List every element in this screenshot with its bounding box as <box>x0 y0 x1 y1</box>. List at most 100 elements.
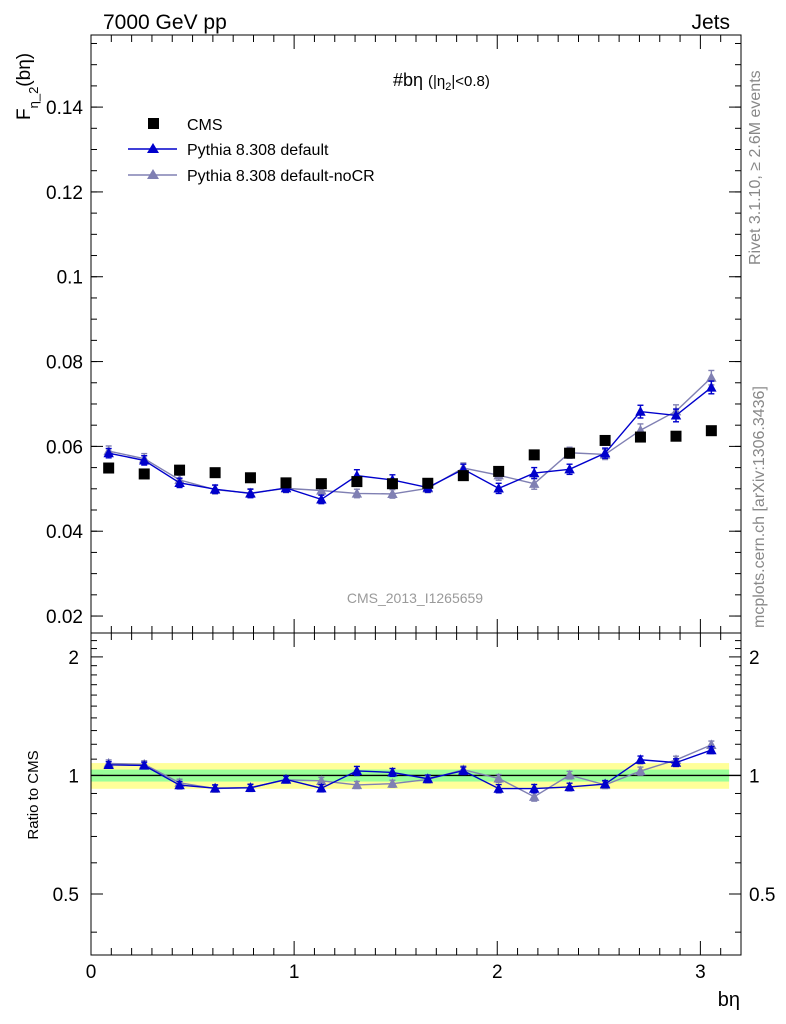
legend-marker-default <box>147 143 159 153</box>
plot-title-cut-open: (|η <box>428 73 445 90</box>
ratio-point-triangle <box>635 765 646 776</box>
ratio-series <box>103 739 717 802</box>
ratio-point-triangle <box>351 765 363 776</box>
ratio-point-triangle <box>635 754 646 764</box>
data-point-cms <box>386 478 398 490</box>
ratio-point-triangle <box>387 766 398 777</box>
ratio-point-triangle <box>245 782 256 792</box>
main-plot: 0.02 0.04 0.06 0.08 0.1 0.12 0.14 #bη (|η2|<0.… <box>14 34 742 634</box>
analysis-watermark: CMS_2013_I1265659 <box>347 590 483 606</box>
legend-label-nocr: Pythia 8.308 default-noCR <box>187 168 375 185</box>
data-point-cms <box>493 465 505 477</box>
data-point-cms <box>457 470 469 482</box>
data-point-triangle <box>706 381 717 392</box>
data-point-triangle <box>564 463 575 474</box>
data-point-cms <box>103 462 115 474</box>
ratio-x-tick-label: 1 <box>289 962 300 983</box>
ratio-x-tick-label: 2 <box>492 962 503 983</box>
legend-marker-cms <box>148 118 159 129</box>
data-point-cms <box>528 449 540 461</box>
data-point-cms <box>670 430 682 442</box>
data-point-cms <box>280 477 292 489</box>
y-axis-label-text: Fη_2(bη) <box>14 53 41 120</box>
legend-marker-nocr <box>147 169 159 179</box>
ratio-series-line-0 <box>108 749 712 790</box>
mcplots-label: mcplots.cern.ch [arXiv:1306.3436] <box>751 386 768 628</box>
ratio-point-triangle <box>493 772 504 783</box>
data-point-cms <box>705 425 717 437</box>
ratio-point-triangle <box>528 791 540 801</box>
main-y-tick-label: 0.04 <box>46 522 83 543</box>
ratio-point-triangle <box>706 744 717 755</box>
data-point-triangle <box>528 467 540 478</box>
ratio-point-triangle <box>564 781 575 792</box>
ratio-y-tick-label: 2 <box>68 648 79 669</box>
main-y-tick-label: 0.12 <box>46 183 83 204</box>
data-point-triangle <box>174 477 185 487</box>
ratio-plot: 0.5 0.5 1 1 2 2 0 1 2 3 Ratio to CMS bη <box>25 632 775 1011</box>
data-point-triangle <box>351 487 363 498</box>
ratio-point-triangle <box>174 779 185 790</box>
plot-title-cut-index: 2 <box>445 81 451 93</box>
data-point-cms <box>174 464 186 476</box>
ratio-point-triangle <box>316 782 327 793</box>
rivet-label: Rivet 3.1.10, ≥ 2.6M events <box>747 70 764 265</box>
series-line-1 <box>108 386 712 501</box>
data-point-triangle <box>493 482 504 493</box>
data-point-triangle <box>706 372 717 382</box>
data-point-cms <box>244 472 256 484</box>
plot-title-cut: (|η2|<0.8) <box>428 73 490 93</box>
data-point-triangle <box>670 409 682 420</box>
ratio-point-triangle <box>103 759 114 769</box>
ratio-point-triangle <box>351 779 363 790</box>
ratio-point-triangle <box>316 775 327 785</box>
main-y-tick-label: 0.14 <box>46 98 83 119</box>
data-point-triangle <box>635 406 646 416</box>
data-point-cms <box>634 431 646 443</box>
y-axis-label-tail: (bη) <box>14 53 35 87</box>
ratio-point-triangle <box>280 773 292 784</box>
ratio-y-tick-label-right: 2 <box>749 648 760 669</box>
ratio-point-triangle <box>599 778 611 789</box>
header-left: 7000 GeV pp <box>103 11 227 34</box>
main-y-tick-label: 0.06 <box>46 437 83 458</box>
data-point-cms <box>599 434 611 446</box>
data-point-cms <box>315 478 327 490</box>
ratio-point-triangle <box>209 782 221 793</box>
data-point-cms <box>138 468 150 480</box>
legend-label-default: Pythia 8.308 default <box>187 142 329 159</box>
data-point-triangle <box>316 493 327 504</box>
plot-title: #bη <box>393 70 423 90</box>
header-right: Jets <box>691 11 730 34</box>
plot-title-cut-close: |<0.8) <box>451 73 490 90</box>
x-axis-label: bη <box>718 989 740 1011</box>
ratio-y-tick-label: 1 <box>68 766 79 787</box>
data-point-triangle <box>316 484 327 495</box>
main-y-tick-label: 0.1 <box>57 268 83 289</box>
ratio-x-tick-label: 0 <box>86 962 97 983</box>
ratio-point-triangle <box>493 783 504 793</box>
data-point-cms <box>422 477 434 489</box>
ratio-plot-frame <box>90 632 742 956</box>
y-axis-label-main: F <box>14 108 35 120</box>
ratio-y-label: Ratio to CMS <box>25 750 42 839</box>
ratio-point-triangle <box>387 778 398 788</box>
ratio-y-tick-label-right: 0.5 <box>749 885 775 906</box>
y-axis-label: Fη_2(bη) <box>14 53 41 120</box>
ratio-ticks: 0.5 0.5 1 1 2 2 0 1 2 3 <box>53 633 775 983</box>
ratio-y-tick-label: 0.5 <box>53 885 79 906</box>
ratio-point-triangle <box>422 773 434 783</box>
data-point-cms <box>351 476 363 488</box>
y-axis-label-sub: η_2 <box>26 87 41 109</box>
main-ticks: 0.02 0.04 0.06 0.08 0.1 0.12 0.14 <box>46 35 742 633</box>
data-point-triangle <box>103 447 114 458</box>
legend: CMS Pythia 8.308 default Pythia 8.308 de… <box>128 117 375 185</box>
data-point-triangle <box>245 487 256 498</box>
data-point-cms <box>209 467 221 479</box>
data-point-triangle <box>599 447 611 458</box>
ratio-point-triangle <box>670 757 682 767</box>
main-y-tick-label: 0.02 <box>46 607 83 628</box>
ratio-y-tick-label-right: 1 <box>749 766 760 787</box>
ratio-point-triangle <box>564 769 575 780</box>
